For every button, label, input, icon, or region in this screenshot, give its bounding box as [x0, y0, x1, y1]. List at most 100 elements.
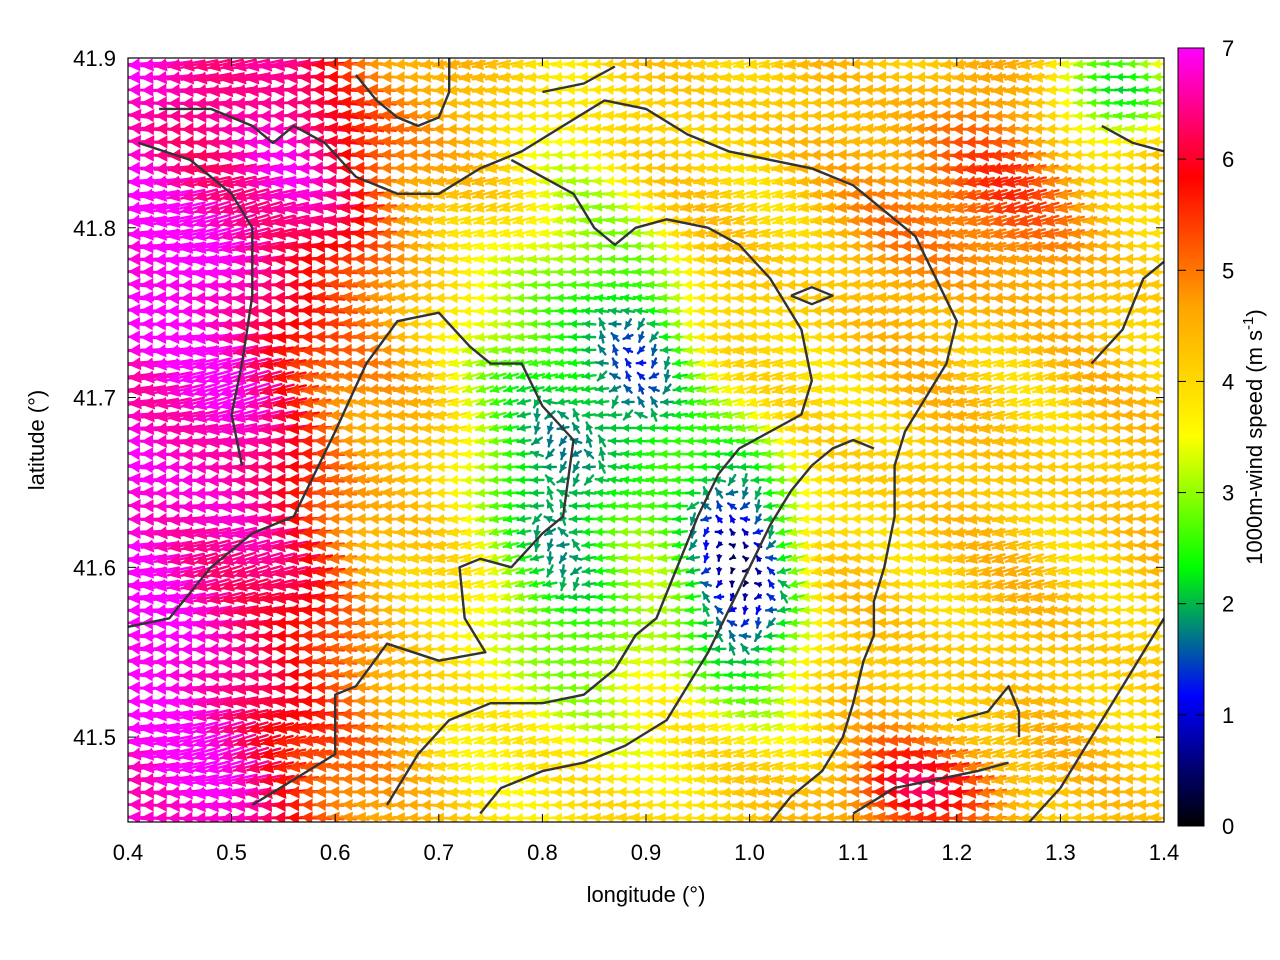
- wind-vector-head: [823, 71, 835, 83]
- wind-vector-head: [246, 58, 260, 72]
- wind-vector-head: [707, 71, 719, 83]
- wind-vector-head: [862, 71, 873, 83]
- wind-vector-head: [1114, 59, 1123, 69]
- wind-vector-head: [1046, 59, 1057, 70]
- wind-vector-head: [1139, 59, 1148, 69]
- wind-vector-head: [552, 71, 563, 83]
- wind-vector-head: [194, 58, 209, 72]
- wind-vector-head: [141, 70, 154, 85]
- wind-vector: [1149, 59, 1164, 70]
- wind-vector-head: [220, 58, 235, 72]
- wind-vector-head: [285, 58, 299, 72]
- wind-vector-head: [759, 71, 771, 83]
- wind-vector-head: [667, 58, 679, 70]
- wind-vector-head: [565, 71, 576, 83]
- wind-vector-head: [207, 71, 221, 85]
- wind-vector-head: [512, 71, 524, 83]
- wind-vector-head: [797, 71, 809, 83]
- wind-vector-head: [992, 58, 1004, 71]
- wind-vector-head: [259, 71, 273, 85]
- wind-vector-head: [367, 58, 379, 71]
- wind-vector-head: [565, 58, 576, 70]
- wind-vector-head: [472, 58, 485, 71]
- wind-vector-head: [1151, 59, 1161, 70]
- wind-vector-head: [167, 71, 181, 85]
- wind-vector-head: [259, 58, 273, 72]
- wind-vector-head: [233, 71, 247, 85]
- wind-vector-head: [128, 70, 141, 84]
- wind-vector-head: [836, 58, 848, 70]
- wind-vector-head: [654, 71, 666, 83]
- wind-vector-head: [446, 71, 458, 83]
- wind-vector-head: [420, 71, 432, 83]
- wind-vector-head: [707, 59, 719, 70]
- wind-vector-head: [720, 71, 732, 83]
- wind-vector: [219, 58, 257, 72]
- wind-vector-head: [953, 58, 965, 71]
- wind-vector-head: [733, 71, 745, 83]
- wind-vector-head: [915, 58, 926, 70]
- wind-vector-head: [539, 59, 550, 70]
- wind-vector-head: [312, 58, 326, 71]
- wind-vector-head: [966, 58, 978, 71]
- wind-vector-head: [823, 58, 835, 70]
- wind-vector-head: [433, 71, 445, 83]
- wind-vector-head: [721, 59, 732, 70]
- wind-vector-head: [407, 58, 419, 70]
- wind-vector-head: [603, 71, 614, 83]
- wind-vector-head: [927, 71, 939, 83]
- wind-vector-head: [312, 70, 325, 84]
- wind-vector-layer: [128, 58, 1164, 822]
- wind-vector-head: [298, 58, 312, 72]
- wind-vector-head: [486, 59, 498, 70]
- wind-vector-head: [590, 58, 601, 70]
- wind-vector-head: [849, 71, 860, 83]
- wind-vector-head: [499, 71, 511, 83]
- wind-vector-head: [525, 71, 537, 83]
- wind-vector-head: [876, 58, 887, 70]
- wind-vector-head: [539, 71, 550, 83]
- wind-vector-head: [220, 71, 234, 85]
- wind-vector-head: [485, 71, 498, 83]
- wind-vector-head: [246, 71, 260, 85]
- wind-vector-head: [154, 58, 168, 72]
- wind-vector-head: [1018, 71, 1030, 83]
- wind-vector-head: [181, 58, 195, 72]
- wind-vector-head: [1087, 59, 1097, 69]
- wind-vector-head: [862, 58, 874, 70]
- wind-vector-head: [940, 58, 952, 70]
- wind-vector-head: [746, 72, 758, 83]
- wind-vector-head: [641, 58, 653, 70]
- wind-vector: [180, 58, 218, 72]
- wind-vector-head: [512, 59, 524, 70]
- wind-vector-head: [1005, 58, 1018, 71]
- wind-vector-head: [381, 58, 392, 70]
- wind-vector-head: [875, 71, 887, 83]
- wind-vector-head: [1018, 58, 1031, 70]
- wind-vector-head: [616, 71, 627, 83]
- wind-vector-head: [340, 58, 352, 71]
- wind-vector-head: [654, 58, 666, 70]
- wind-vector-head: [940, 71, 952, 83]
- wind-vector-head: [953, 71, 965, 83]
- wind-vector-head: [1126, 59, 1136, 69]
- wind-vector-head: [459, 58, 471, 71]
- wind-vector-head: [472, 71, 484, 83]
- wind-vector-head: [272, 58, 286, 72]
- wind-vector-head: [628, 58, 640, 70]
- wind-vector-head: [810, 58, 822, 70]
- wind-vector-head: [928, 58, 939, 70]
- wind-vector-head: [1074, 59, 1084, 69]
- wind-vector-head: [759, 59, 771, 70]
- wind-vector-head: [339, 70, 352, 84]
- wind-vector-head: [797, 58, 809, 70]
- wind-vector-head: [784, 58, 797, 70]
- wind-vector-head: [979, 58, 991, 71]
- wind-vector-head: [526, 59, 537, 70]
- wind-vector-head: [966, 71, 978, 84]
- wind-vector-head: [667, 71, 679, 83]
- wind-vector-head: [1101, 59, 1110, 69]
- wind-vector: [1059, 59, 1081, 70]
- wind-vector-head: [354, 58, 366, 71]
- wind-vector-head: [849, 58, 861, 70]
